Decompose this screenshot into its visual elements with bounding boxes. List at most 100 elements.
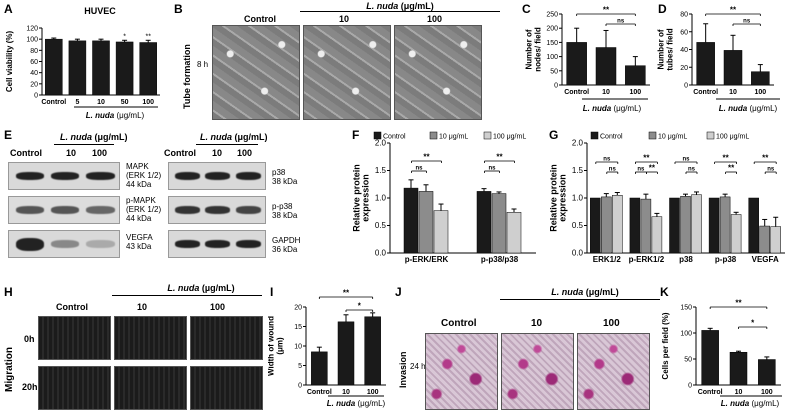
y-tick-label: 5 [298,363,302,370]
bar [758,359,776,386]
e-right-species: L. nuda [200,132,232,142]
panel-label-i: I [270,285,274,299]
x-axis-label: L. nuda (μg/mL) [721,399,780,408]
h-species: L. nuda [167,283,200,293]
invasion-image-10 [501,333,574,410]
category-label: 10 [602,89,610,96]
blot-vegfa [8,230,120,258]
bar [629,197,641,254]
migration-image-control-0h [38,316,111,360]
chart-k-invasion: 0 50 100 150 Cells per field (%) Control 10 100… [661,299,782,408]
y-axis-label: Number oftubes/ field [657,28,675,70]
category-label: Control [564,89,589,96]
legend-swatch [590,131,599,140]
bar [680,196,691,254]
bar [590,197,601,254]
j-100-label: 100 [603,318,620,329]
b-species: L. nuda [366,1,399,11]
migration-image-10-0h [114,316,187,360]
bracket-label: ** [649,164,656,173]
e-label-vegfa: VEGFA 43 kDa [126,233,153,251]
bar [759,225,770,254]
y-axis-label: Cell viability (%) [5,30,14,92]
category-label: 100 [142,99,154,106]
b-row-label: Tube formation [182,44,192,110]
chart-a-title: HUVEC [84,6,116,16]
bracket-label: ** [496,153,503,162]
bar [601,196,612,254]
y-tick-label: 80 [30,48,38,55]
y-tick-label: 50 [550,68,558,75]
y-tick-label: 60 [680,29,688,36]
category-label: ERK1/2 [593,255,622,264]
b-treatment-header: L. nuda (μg/mL) [318,1,482,11]
bracket-label: ns [488,166,496,172]
category-label: 100 [761,389,773,396]
y-tick-label: 40 [30,70,38,77]
bar [139,42,157,96]
bracket-label: ** [603,6,610,15]
e-right-100: 100 [237,148,253,158]
h-20h-label: 20h [22,382,38,392]
bracket-label: ** [728,164,735,173]
e-label-mapk: MAPK (ERK 1/2) 44 kDa [126,162,161,189]
j-species: L. nuda [551,287,584,297]
bar [748,197,759,254]
e-label-p-p38-l2: 38 kDa [272,211,298,220]
tube-image-100 [394,25,482,120]
bracket-label: ns [682,157,690,163]
bracket-label: ** [730,6,737,15]
h-row-label: Migration [4,347,15,393]
j-header-line [500,299,660,300]
category-label: p-ERK1/2 [629,255,665,264]
tube-image-control [212,25,300,120]
h-unit: (µg/mL) [201,283,235,293]
e-right-10: 10 [212,148,223,158]
y-tick-label: 0 [34,93,38,100]
bar [651,216,663,254]
y-tick-label: 100 [26,37,38,44]
bar [491,193,507,254]
bar [403,187,419,254]
j-row-label: Invasion [398,351,408,389]
bar [691,194,702,254]
bracket-label: ns [617,19,625,25]
y-tick-label: 150 [680,305,692,312]
bar [68,40,87,96]
e-label-mapk-l2: (ERK 1/2) [126,171,162,180]
category-label: Control [693,89,718,96]
category-label: Control [307,389,332,396]
blot-gapdh [168,230,266,258]
blot-mapk [8,162,120,190]
e-left-10: 10 [66,148,77,158]
y-tick-label: 1.5 [572,166,584,175]
e-label-gapdh: GAPDH 36 kDa [272,236,300,254]
legend-label: 100 μg/mL [716,134,749,141]
bar [311,351,328,386]
category-label: 10 [342,389,350,396]
category-label: Control [41,99,66,106]
category-label: Control [698,389,723,396]
bracket-label: ** [343,289,350,298]
y-tick-label: 20 [30,81,38,88]
b-100-label: 100 [427,14,443,24]
legend-label: 10 μg/mL [439,134,468,141]
e-label-p-mapk-l3: 44 kDa [126,214,152,223]
migration-image-100-20h [190,366,263,410]
x-axis-label: L. nuda (μg/mL) [327,399,386,408]
y-tick-label: 0.0 [375,249,387,258]
bracket-label: ns [767,167,775,173]
j-time-label: 24 h [410,362,426,371]
b-10-label: 10 [339,14,350,24]
legend-swatch [483,131,492,140]
legend-label: 10 μg/mL [658,134,687,141]
invasion-image-100 [577,333,650,410]
h-control-label: Control [56,302,88,312]
category-label: VEGFA [752,255,779,264]
panel-label-k: K [660,285,669,299]
bracket-label: ns [603,157,611,163]
y-tick-label: 0 [684,83,688,90]
e-label-p-p38-l1: p-p38 [272,202,293,211]
e-label-mapk-l3: 44 kDa [126,180,152,189]
